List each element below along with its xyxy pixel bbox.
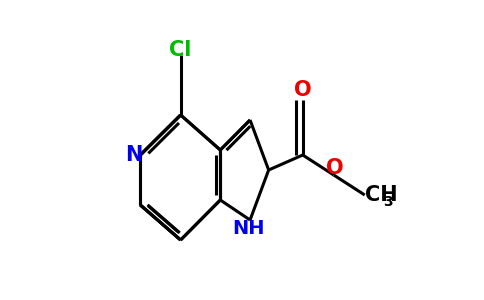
Text: O: O (326, 158, 344, 178)
Text: Cl: Cl (169, 40, 192, 60)
Text: NH: NH (232, 218, 264, 238)
Text: CH: CH (365, 185, 397, 205)
Text: O: O (294, 80, 312, 100)
Text: 3: 3 (383, 195, 393, 208)
Text: N: N (125, 145, 143, 165)
